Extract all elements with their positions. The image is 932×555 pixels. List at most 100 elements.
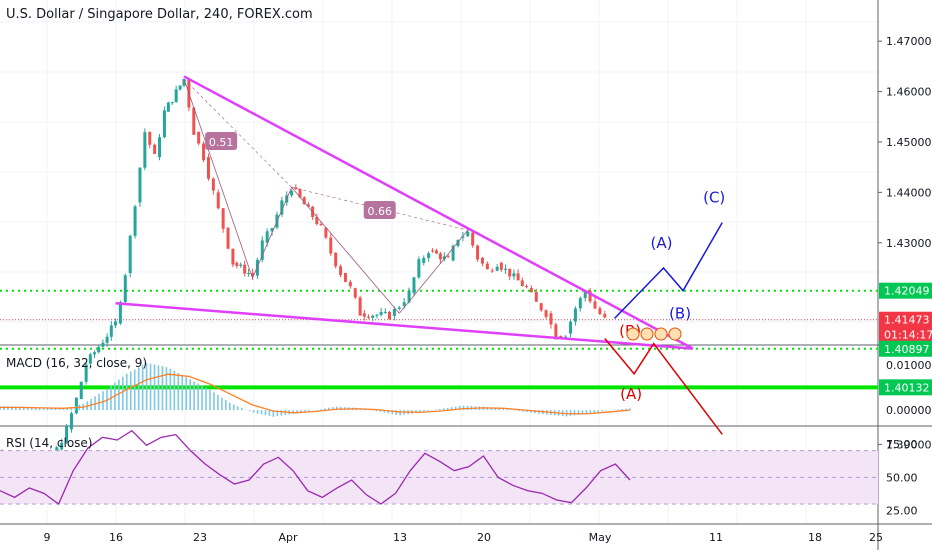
candle-body (516, 273, 520, 281)
candle-body (466, 231, 470, 237)
price-tag-2: 01:14:17 (884, 329, 932, 342)
candle-body (367, 316, 371, 318)
wedge-lower-line (115, 302, 693, 350)
price-axis-label-2: 1.45000 (886, 136, 932, 149)
candle-body (422, 257, 426, 263)
candle-body (588, 290, 592, 302)
candle-body (520, 280, 524, 287)
time-axis-label-9: 25 (869, 531, 883, 544)
time-axis-label-5: 20 (477, 531, 491, 544)
price-axis-label-1: 1.46000 (886, 86, 932, 99)
candle-body (148, 131, 152, 145)
candle-body (133, 206, 137, 236)
bull-wave-c-label: (C) (703, 188, 725, 206)
price-axis-label-5: 1.39000 (886, 438, 932, 451)
time-axis-label-8: 18 (808, 531, 822, 544)
candle-body (69, 413, 73, 430)
candle-body (573, 308, 577, 322)
candle-body (60, 442, 64, 450)
candle-body (383, 311, 387, 313)
candle-body (243, 264, 247, 274)
rsi-axis-label-1: 50.00 (886, 471, 918, 484)
time-axis-label-4: 13 (393, 531, 407, 544)
rsi-label: RSI (14, close) (6, 436, 93, 450)
candle-body (353, 288, 357, 298)
candle-body (239, 264, 243, 266)
fib-label-2: 0.66 (367, 205, 392, 218)
candle-body (197, 131, 201, 144)
candle-body (93, 352, 97, 355)
candle-body (446, 256, 450, 258)
wave-connector (183, 78, 253, 279)
candle-body (270, 228, 274, 232)
economic-event-flag (654, 327, 668, 341)
candle-body (174, 89, 178, 102)
price-tag-box-4 (879, 379, 932, 396)
candle-body (539, 303, 543, 311)
candle-body (471, 232, 475, 246)
candle-body (564, 336, 568, 338)
candle-body (343, 273, 347, 282)
candle-body (512, 273, 516, 277)
candle-body (109, 325, 113, 337)
price-axis-label-4: 1.43000 (886, 237, 932, 250)
candle-body (499, 262, 503, 270)
candle-body (97, 346, 101, 353)
bullish-projection-path (614, 222, 723, 319)
economic-event-flag (626, 327, 640, 341)
candle-body (182, 79, 186, 86)
candle-body (362, 313, 366, 317)
candle-body (504, 268, 508, 270)
bull-wave-b-label: (B) (669, 304, 691, 322)
candle-body (339, 266, 343, 276)
price-tag-3: 1.40897 (884, 343, 930, 356)
candle-body (534, 292, 538, 302)
candle-body (128, 235, 132, 274)
candle-body (306, 204, 310, 207)
candle-body (118, 302, 122, 324)
candle-body (265, 231, 269, 243)
candle-body (162, 110, 166, 138)
fib-label-1: 0.51 (209, 136, 234, 149)
candle-body (412, 277, 416, 294)
candle-body (202, 143, 206, 161)
candle-body (392, 309, 396, 316)
candle-body (101, 342, 105, 347)
macd-signal-line (0, 373, 631, 415)
candle-body (290, 190, 294, 196)
rsi-line (0, 429, 631, 506)
candle-body (88, 354, 92, 364)
candle-body (123, 275, 127, 303)
candle-body (397, 307, 401, 310)
bearish-projection-path (604, 338, 723, 435)
candle-body (525, 286, 528, 288)
price-axis-label-3: 1.44000 (886, 186, 932, 199)
macd-axis-label-0: 0.01000 (886, 359, 932, 372)
candle-body (508, 268, 512, 277)
candle-body (211, 178, 215, 191)
candle-body (280, 200, 284, 215)
candle-body (438, 253, 442, 260)
candle-body (495, 266, 499, 271)
price-tag-box-0 (879, 282, 932, 299)
candle-body (544, 310, 548, 317)
candle-body (114, 321, 117, 326)
fib-label-box-2 (363, 201, 396, 220)
price-tag-box-3 (879, 340, 932, 357)
candle-body (375, 314, 379, 316)
candle-body (490, 270, 494, 272)
rsi-axis-label-0: 75.00 (886, 438, 918, 451)
candle-body (427, 253, 431, 258)
bull-wave-a-label: (A) (651, 234, 673, 252)
candle-body (170, 101, 174, 103)
candle-body (554, 324, 558, 340)
wave-connector (291, 187, 400, 314)
candle-body (247, 273, 251, 275)
wave-connector (252, 187, 293, 279)
candle-body (417, 259, 421, 278)
candle-body (371, 315, 375, 318)
candle-body (192, 107, 196, 135)
macd-label: MACD (16, 32, close, 9) (6, 356, 148, 370)
